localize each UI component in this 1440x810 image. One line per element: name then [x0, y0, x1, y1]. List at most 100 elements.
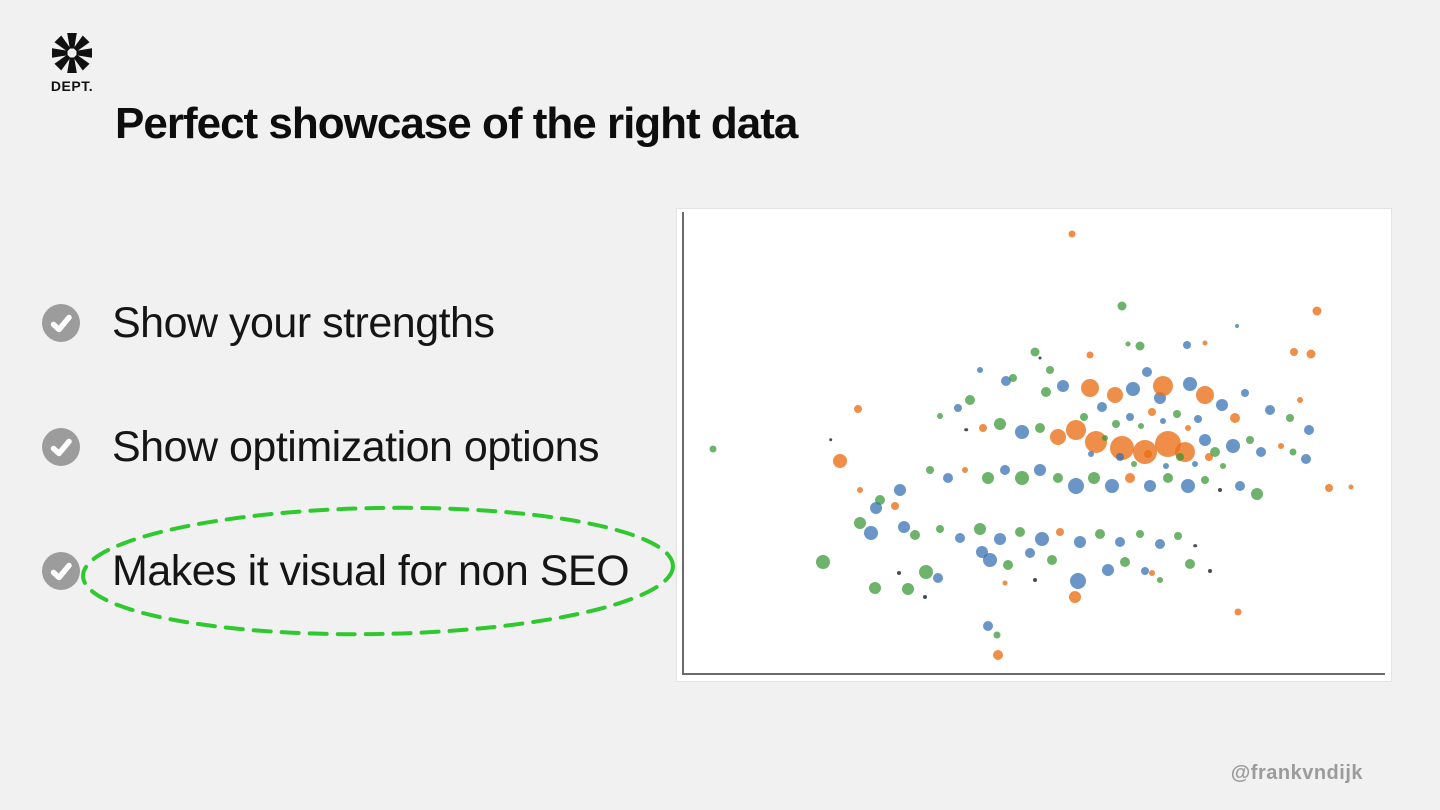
scatter-bubble-blue [1057, 380, 1070, 393]
bullet-label: Makes it visual for non SEO [112, 546, 630, 595]
scatter-bubble-green [854, 516, 867, 529]
dept-star-icon [52, 33, 92, 73]
scatter-bubble-blue [898, 520, 911, 533]
y-axis-spine [682, 212, 684, 675]
scatter-bubble-green [1125, 341, 1131, 347]
scatter-bubble-blue [1234, 480, 1245, 491]
scatter-bubble-blue [994, 533, 1007, 546]
scatter-bubble-green [1087, 472, 1100, 485]
scatter-bubble-blue [1180, 478, 1195, 493]
scatter-bubble-green [994, 418, 1007, 431]
scatter-bubble-blue [1033, 464, 1046, 477]
scatter-bubble-green [1034, 423, 1045, 433]
scatter-bubble-green [1251, 487, 1264, 500]
scatter-bubble-blue [999, 465, 1010, 476]
scatter-bubble-orange [1068, 591, 1081, 604]
scatter-bubble-green [1046, 554, 1057, 565]
scatter-bubble-blue [1303, 424, 1314, 435]
scatter-bubble-green [1162, 473, 1173, 484]
scatter-bubble-blue [1140, 567, 1149, 576]
scatter-bubble-orange [1296, 397, 1303, 404]
scatter-bubble-orange [1184, 425, 1191, 432]
scatter-bubble-orange [1002, 580, 1008, 586]
scatter-bubble-green [936, 525, 945, 534]
scatter-bubble-blue [1073, 535, 1086, 548]
scatter-bubble-blue [1301, 454, 1312, 465]
scatter-bubble-orange [1278, 442, 1285, 449]
scatter-bubble-blue [1141, 367, 1152, 378]
x-axis-spine [682, 673, 1385, 675]
scatter-bubble-orange [979, 424, 988, 432]
scatter-bubble-orange [1055, 527, 1064, 536]
scatter-bubble-orange [993, 650, 1004, 661]
scatter-bubble-orange [1124, 473, 1135, 484]
scatter-bubble-blue [1101, 563, 1114, 576]
scatter-bubble-blue [1069, 573, 1086, 590]
scatter-bubble-blue [932, 572, 943, 583]
scatter-bubble-blue [977, 367, 984, 374]
bubble-chart-plot [677, 209, 1391, 681]
scatter-bubble-green [1289, 448, 1297, 456]
bullet-label: Show optimization options [112, 422, 600, 471]
scatter-bubble-blue [1143, 479, 1156, 492]
bullet-item-optimization: Show optimization options [42, 422, 600, 471]
scatter-bubble-blue [894, 483, 907, 496]
check-circle-icon [42, 552, 80, 590]
scatter-bubble-orange [1195, 386, 1214, 405]
dept-logo: DEPT. [46, 30, 98, 94]
scatter-bubble-green [1041, 387, 1052, 398]
scatter-bubble-blue [1235, 323, 1240, 328]
scatter-bubble-green [1030, 347, 1040, 357]
scatter-bubble-orange [1324, 483, 1333, 492]
bubble-chart [676, 208, 1392, 682]
scatter-bubble-blue [1088, 451, 1095, 458]
scatter-bubble-blue [1182, 377, 1197, 392]
scatter-bubble-green [1102, 434, 1109, 441]
scatter-bubble-green [1079, 412, 1088, 421]
scatter-bubble-green [1173, 531, 1182, 540]
check-circle-icon [42, 304, 80, 342]
scatter-bubble-orange [1080, 379, 1099, 398]
scatter-bubble-orange [1144, 450, 1153, 459]
scatter-bubble-green [1014, 526, 1025, 537]
scatter-bubble-green [937, 413, 944, 420]
scatter-bubble-orange [1106, 387, 1123, 404]
scatter-bubble-blue [1264, 405, 1275, 416]
scatter-bubble-green [1009, 374, 1018, 383]
scatter-bubble-blue [1014, 425, 1029, 440]
scatter-bubble-green [993, 631, 1001, 639]
scatter-bubble-green [1003, 560, 1014, 571]
scatter-bubble-orange [1147, 407, 1156, 416]
scatter-bubble-green [982, 472, 995, 485]
scatter-bubble-blue [1034, 532, 1049, 547]
scatter-bubble-green [709, 445, 717, 453]
scatter-bubble-green [910, 529, 921, 540]
bullet-item-strengths: Show your strengths [42, 299, 495, 347]
scatter-bubble-orange [1152, 376, 1173, 397]
scatter-bubble-green [1245, 435, 1254, 444]
scatter-bubble-blue [1256, 447, 1267, 458]
scatter-bubble-blue [1154, 538, 1165, 549]
scatter-bubble-green [1014, 471, 1029, 486]
scatter-bubble-orange [891, 501, 900, 510]
scatter-bubble-orange [1348, 484, 1354, 490]
scatter-bubble-blue [1125, 382, 1140, 397]
scatter-bubble-blue [983, 552, 998, 567]
scatter-bubble-blue [955, 532, 966, 543]
scatter-bubble-green [1172, 410, 1181, 419]
scatter-bubble-green [815, 554, 830, 569]
scatter-bubble-green [1135, 341, 1145, 351]
scatter-bubble-blue [1198, 433, 1211, 446]
scatter-bubble-blue [1068, 477, 1085, 494]
scatter-bubble-orange [1066, 419, 1087, 440]
scatter-bubble-green [869, 581, 882, 594]
scatter-bubble-orange [1289, 347, 1298, 356]
scatter-bubble-green [1156, 576, 1163, 583]
scatter-bubble-orange [1085, 431, 1108, 454]
scatter-bubble-blue [1215, 399, 1228, 412]
scatter-bubble-blue [1226, 438, 1241, 453]
scatter-bubble-blue [1096, 402, 1107, 413]
scatter-bubble-blue [983, 621, 994, 632]
scatter-bubble-orange [1306, 349, 1316, 359]
